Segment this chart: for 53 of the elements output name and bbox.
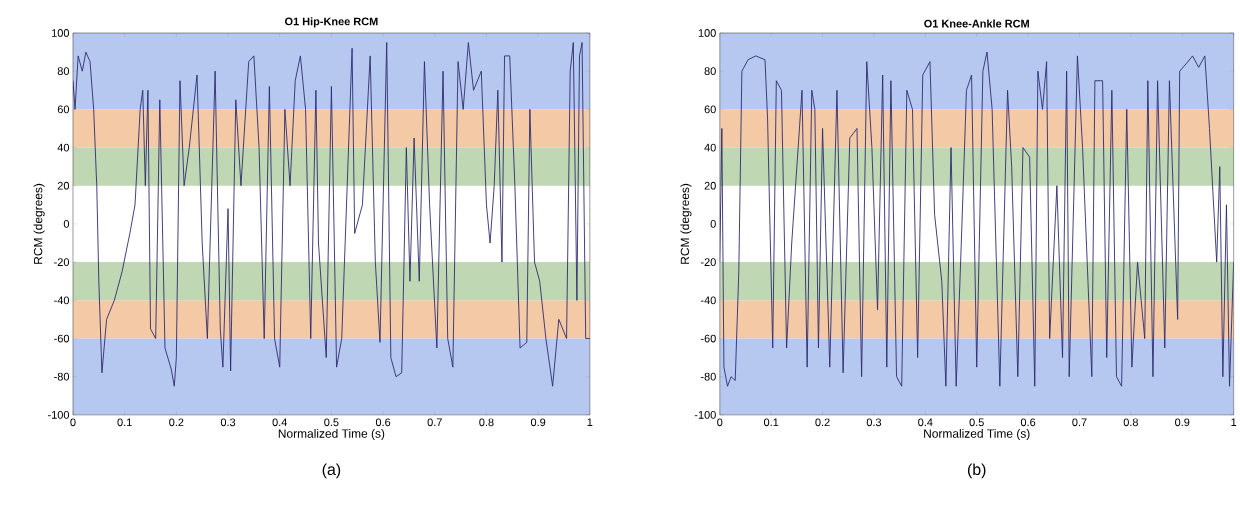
x-tick-label: 0.7 bbox=[1072, 418, 1087, 427]
y-tick-label: -40 bbox=[54, 296, 70, 305]
x-tick-label: 0.3 bbox=[220, 418, 236, 427]
x-tick-label: 0.5 bbox=[324, 418, 339, 427]
x-tick-label: 0.6 bbox=[375, 418, 391, 427]
y-tick-label: 100 bbox=[698, 29, 716, 37]
x-tick-label: 0.2 bbox=[815, 418, 830, 427]
y-tick-label: -80 bbox=[700, 372, 716, 381]
x-tick-label: 0.1 bbox=[763, 418, 779, 427]
x-tick-label: 1 bbox=[587, 418, 593, 427]
x-tick-label: 0.2 bbox=[169, 418, 184, 427]
y-tick-label: 0 bbox=[710, 220, 716, 228]
x-tick-label: 0.1 bbox=[117, 418, 132, 427]
y-tick-label: -20 bbox=[700, 258, 716, 267]
y-tick-label: -40 bbox=[700, 296, 716, 305]
line-series bbox=[719, 51, 1234, 387]
x-tick-label: 0.6 bbox=[1020, 418, 1036, 427]
y-tick-label: -100 bbox=[48, 411, 70, 419]
y-tick-label: -100 bbox=[694, 411, 716, 419]
x-tick-label: 1 bbox=[1231, 418, 1237, 427]
x-tick-label: 0.4 bbox=[918, 418, 933, 427]
x-tick-label: 0.3 bbox=[866, 418, 882, 427]
y-tick-label: 80 bbox=[704, 67, 716, 76]
text: (b) bbox=[967, 463, 986, 479]
x-tick-label: 0.8 bbox=[479, 418, 494, 427]
y-tick-label: 60 bbox=[57, 105, 70, 114]
y-tick-label: -80 bbox=[54, 372, 70, 381]
y-tick-label: 20 bbox=[57, 181, 70, 190]
x-tick-label: 0 bbox=[717, 418, 723, 427]
y-tick-label: 60 bbox=[704, 105, 716, 114]
y-tick-label: 100 bbox=[52, 29, 70, 37]
y-axis-title: RCM (degrees) bbox=[680, 183, 692, 264]
y-tick-label: 40 bbox=[57, 143, 70, 152]
y-axis-title: RCM (degrees) bbox=[33, 183, 45, 264]
x-tick-label: 0.8 bbox=[1123, 418, 1138, 427]
y-tick-label: -60 bbox=[700, 334, 716, 343]
x-tick-label: 0.4 bbox=[272, 418, 288, 427]
x-tick-label: 0.9 bbox=[530, 418, 546, 427]
x-axis-title: Normalized Time (s) bbox=[278, 429, 385, 441]
chart-title: O1 Knee-Ankle RCM bbox=[924, 19, 1029, 28]
y-tick-label: -20 bbox=[54, 258, 70, 267]
y-tick-label: -60 bbox=[54, 334, 70, 343]
x-tick-label: 0.7 bbox=[427, 418, 442, 427]
y-tick-label: 0 bbox=[63, 220, 70, 228]
x-tick-label: 0.9 bbox=[1175, 418, 1190, 427]
x-tick-label: 0 bbox=[70, 418, 76, 427]
y-tick-label: 80 bbox=[57, 67, 70, 76]
y-tick-label: 40 bbox=[704, 143, 716, 152]
y-tick-label: 20 bbox=[704, 181, 716, 190]
text: (a) bbox=[322, 463, 341, 479]
chart-title: O1 Hip-Knee RCM bbox=[284, 17, 378, 28]
x-tick-label: 0.5 bbox=[969, 418, 984, 427]
x-axis-title: Normalized Time (s) bbox=[924, 429, 1030, 441]
